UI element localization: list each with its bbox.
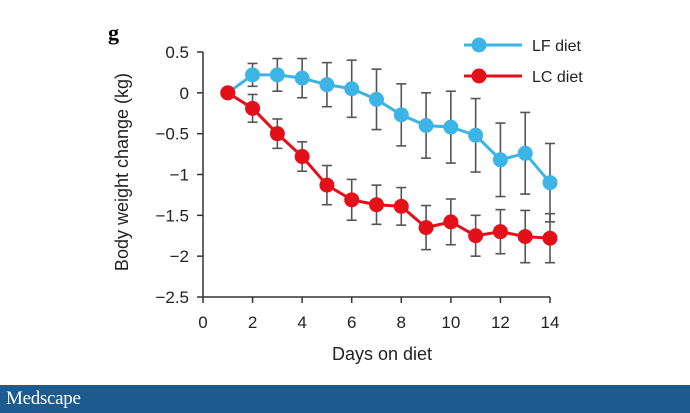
data-point	[393, 198, 409, 214]
legend-item: LC diet	[464, 68, 583, 86]
data-point	[418, 118, 434, 133]
x-tick-label: 8	[397, 313, 406, 332]
data-point	[517, 229, 533, 245]
legend-label: LF diet	[532, 38, 581, 55]
data-point	[319, 177, 335, 193]
data-point	[369, 91, 384, 107]
data-point	[269, 67, 285, 83]
data-point	[220, 85, 236, 101]
legend: LF diet LC diet	[464, 37, 583, 86]
data-point	[542, 175, 558, 191]
medscape-logo: Medscape	[6, 388, 81, 409]
data-point	[294, 70, 310, 86]
y-tick-label: −2	[170, 247, 189, 266]
line-chart: g 0.5 0 −0.5 −1 −1.5 −2 −2.5 0 2 4 6 8 10 12 14 Days o…	[108, 20, 583, 364]
data-point	[245, 100, 261, 116]
x-tick-label: 14	[541, 313, 560, 332]
legend-label: LC diet	[532, 69, 583, 86]
footer-bar: Medscape	[0, 385, 690, 413]
data-point	[369, 197, 384, 213]
data-point	[468, 228, 484, 244]
data-point	[294, 149, 310, 165]
data-point	[443, 214, 459, 230]
data-point	[443, 119, 459, 135]
data-point	[245, 67, 261, 83]
data-point	[269, 126, 285, 142]
legend-marker	[471, 68, 487, 84]
x-axis-title: Days on diet	[332, 344, 432, 364]
data-point	[319, 77, 335, 93]
series-lf-diet	[220, 57, 558, 223]
ticks: 0.5 0 −0.5 −1 −1.5 −2 −2.5 0 2 4 6 8 10 12 14	[155, 43, 559, 332]
y-axis-title: Body weight change (kg)	[112, 73, 132, 271]
y-tick-label: −1	[170, 166, 189, 185]
y-tick-label: −2.5	[155, 288, 189, 307]
data-point	[517, 145, 533, 161]
data-point	[492, 152, 508, 168]
y-tick-label: −1.5	[155, 206, 189, 225]
x-tick-label: 0	[198, 313, 207, 332]
data-point	[344, 192, 360, 208]
x-tick-label: 4	[297, 313, 306, 332]
legend-marker	[471, 37, 487, 53]
y-tick-label: 0	[180, 84, 189, 103]
x-tick-label: 12	[491, 313, 510, 332]
data-point	[542, 230, 558, 246]
x-tick-label: 10	[441, 313, 460, 332]
data-point	[418, 220, 434, 236]
y-tick-label: 0.5	[165, 43, 189, 62]
series-layer	[220, 57, 558, 264]
data-point	[344, 81, 360, 97]
data-point	[393, 107, 409, 123]
y-tick-label: −0.5	[155, 125, 189, 144]
x-tick-label: 2	[248, 313, 257, 332]
legend-item: LF diet	[464, 37, 581, 55]
data-point	[492, 224, 508, 240]
x-tick-label: 6	[347, 313, 356, 332]
series-lc-diet	[220, 85, 558, 264]
panel-label: g	[108, 20, 119, 45]
data-point	[468, 127, 484, 143]
